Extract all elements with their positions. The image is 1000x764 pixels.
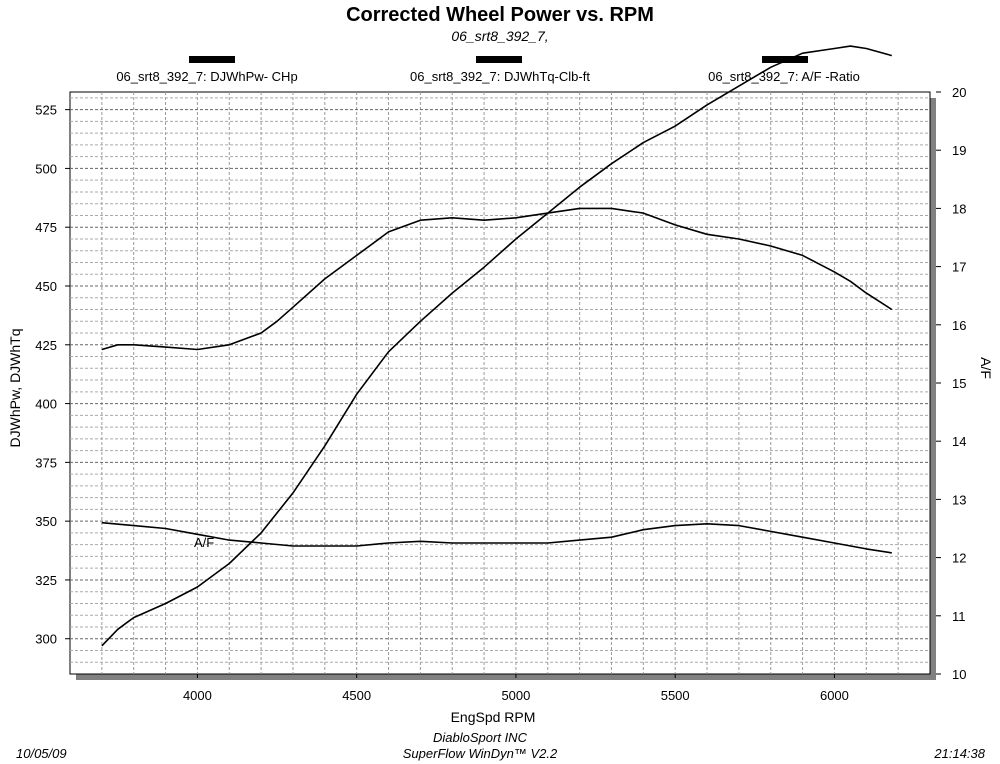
- y-left-tick-label: 450: [35, 279, 57, 294]
- y-left-tick-label: 400: [35, 397, 57, 412]
- y-left-tick-label: 375: [35, 455, 57, 470]
- y-right-tick-label: 14: [952, 434, 966, 449]
- chart-subtitle: 06_srt8_392_7,: [451, 28, 548, 44]
- legend-swatch-power: [189, 56, 235, 63]
- series: [101, 45, 893, 647]
- x-tick-label: 5500: [661, 688, 690, 703]
- footer-company: DiabloSport INC: [433, 730, 528, 745]
- chart-title: Corrected Wheel Power vs. RPM: [346, 4, 654, 26]
- x-axis-label: EngSpd RPM: [451, 709, 536, 725]
- y-right-tick-label: 11: [952, 609, 966, 624]
- y-left-tick-label: 525: [35, 103, 57, 118]
- y-axis-right-label: A/F: [978, 357, 994, 379]
- y-left-tick-label: 500: [35, 161, 57, 176]
- y-right-tick-label: 20: [952, 85, 966, 100]
- x-tick-label: 4500: [342, 688, 371, 703]
- y-right-tick-label: 15: [952, 376, 966, 391]
- y-left-tick-label: 425: [35, 338, 57, 353]
- legend-label-af: 06_srt8_392_7: A/F -Ratio: [708, 69, 860, 84]
- y-right-tick-label: 16: [952, 318, 966, 333]
- y-axis-left-label: DJWhPw, DJWhTq: [7, 328, 23, 447]
- legend-label-torque: 06_srt8_392_7: DJWhTq-Clb-ft: [410, 69, 590, 84]
- y-right-tick-label: 17: [952, 260, 966, 275]
- x-tick-label: 6000: [820, 688, 849, 703]
- grid: [70, 92, 930, 674]
- legend-label-power: 06_srt8_392_7: DJWhPw- CHp: [116, 69, 297, 84]
- y-left-tick-label: 300: [35, 632, 57, 647]
- axis-ticks: 4000 4500 5000 5500 6000 300 325 350 375 400 425 45…: [35, 85, 966, 703]
- footer-software: SuperFlow WinDyn™ V2.2: [403, 746, 558, 761]
- y-right-tick-label: 13: [952, 492, 966, 507]
- y-right-tick-label: 12: [952, 551, 966, 566]
- y-right-tick-label: 10: [952, 667, 966, 682]
- footer-date: 10/05/09: [16, 746, 67, 761]
- y-left-tick-label: 350: [35, 514, 57, 529]
- series-line-power: [101, 45, 893, 647]
- y-left-tick-label: 325: [35, 573, 57, 588]
- legend-swatch-af: [762, 56, 808, 63]
- y-left-tick-label: 475: [35, 220, 57, 235]
- series-line-torque: [101, 207, 893, 351]
- plot-area: [69, 91, 931, 675]
- legend-swatch-torque: [476, 56, 522, 63]
- series-line-af: [101, 521, 892, 554]
- footer-time: 21:14:38: [933, 746, 985, 761]
- x-tick-label: 5000: [501, 688, 530, 703]
- y-right-tick-label: 19: [952, 143, 966, 158]
- af-annotation: A/F: [194, 535, 214, 550]
- y-right-tick-label: 18: [952, 201, 966, 216]
- x-tick-label: 4000: [183, 688, 212, 703]
